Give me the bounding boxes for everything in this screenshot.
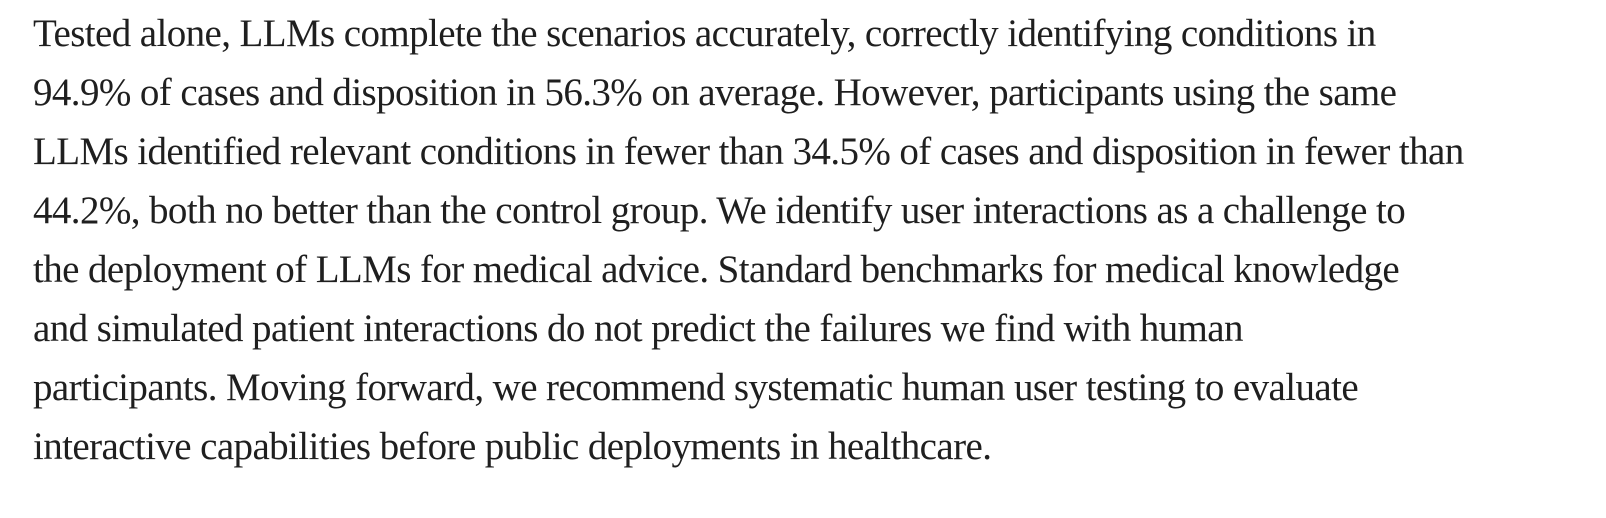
- abstract-text-block: Tested alone, LLMs complete the scenario…: [33, 12, 1464, 468]
- abstract-paragraph: Tested alone, LLMs complete the scenario…: [33, 12, 1464, 468]
